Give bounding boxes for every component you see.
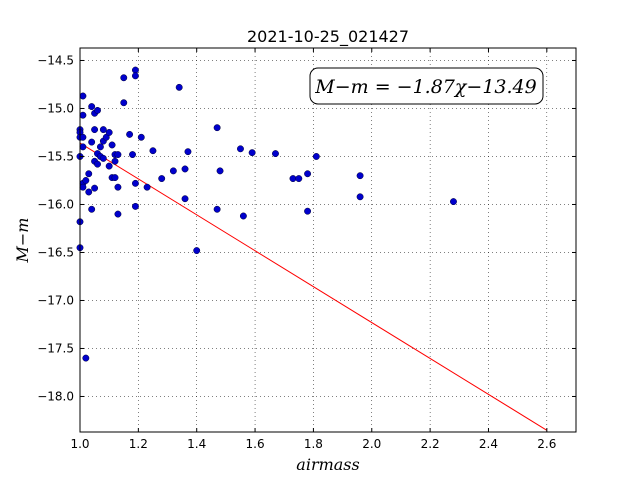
data-point: [181, 195, 189, 203]
data-point: [304, 207, 312, 215]
data-point: [105, 129, 113, 136]
data-point: [94, 160, 101, 168]
data-point: [289, 175, 297, 183]
annotation-text: M−m = −1.87χ−13.49: [314, 76, 536, 98]
data-point: [79, 92, 87, 100]
axis-ticks: 1.0 1.2 1.4 1.6 1.8 2.0 2.2 2.4 2.6 −14.5 −15.0 −15…: [37, 48, 576, 451]
x-tick-label: 2.0: [362, 437, 381, 451]
y-tick-label: −15.0: [37, 101, 74, 115]
data-point: [356, 193, 364, 201]
data-point: [272, 150, 279, 158]
x-tick-label: 1.0: [70, 437, 89, 451]
x-tick-label: 2.4: [479, 437, 498, 451]
data-point: [169, 167, 177, 175]
y-tick-label: −16.0: [37, 197, 74, 211]
x-tick-label: 2.2: [421, 437, 440, 451]
x-tick-label: 1.4: [187, 437, 206, 451]
y-tick-label: −18.0: [37, 389, 74, 403]
data-point: [175, 83, 183, 91]
data-point: [149, 147, 157, 155]
data-point: [216, 167, 224, 175]
data-point: [99, 154, 107, 162]
data-point: [126, 130, 134, 138]
x-tick-label: 1.2: [129, 437, 148, 451]
chart-title: 2021-10-25_021427: [247, 27, 409, 47]
data-point: [79, 183, 87, 191]
y-tick-label: −17.5: [37, 341, 74, 355]
data-point: [184, 148, 192, 156]
data-point: [91, 184, 99, 192]
data-point: [85, 188, 93, 196]
data-point: [295, 175, 303, 183]
data-point: [131, 66, 139, 74]
data-point: [193, 247, 201, 255]
data-point: [88, 205, 96, 213]
data-point: [82, 177, 90, 184]
data-point: [111, 174, 119, 182]
data-point: [129, 151, 136, 159]
y-tick-label: −16.5: [37, 245, 74, 259]
x-axis-label: airmass: [296, 455, 359, 474]
x-tick-label: 1.8: [304, 437, 323, 451]
data-point: [137, 133, 145, 141]
data-point: [304, 170, 312, 178]
data-point: [108, 141, 116, 149]
data-point: [213, 205, 221, 213]
data-point: [131, 202, 139, 210]
x-tick-label: 2.6: [537, 437, 556, 451]
data-point: [114, 210, 122, 218]
data-point: [85, 170, 93, 178]
data-point: [79, 111, 87, 119]
data-point: [237, 145, 244, 153]
y-tick-label: −17.0: [37, 293, 74, 307]
data-point: [239, 212, 247, 220]
data-point: [312, 153, 320, 160]
data-point: [120, 74, 128, 82]
data-point: [111, 157, 119, 165]
fit-line: [79, 142, 548, 431]
data-point: [158, 175, 166, 183]
data-point: [82, 354, 90, 362]
data-point: [88, 103, 96, 111]
data-point: [105, 162, 113, 170]
x-tick-label: 1.6: [246, 437, 265, 451]
data-point: [248, 149, 256, 157]
data-point: [79, 143, 87, 151]
data-point: [94, 106, 101, 114]
data-point: [88, 138, 96, 146]
data-point: [143, 183, 151, 191]
data-point: [91, 126, 99, 134]
data-point: [99, 126, 107, 134]
data-point: [120, 99, 128, 107]
grid: [79, 48, 576, 432]
data-point: [213, 124, 221, 132]
data-point: [181, 165, 189, 173]
data-point: [356, 172, 364, 180]
data-point: [114, 183, 122, 191]
y-tick-label: −14.5: [37, 53, 74, 67]
fit-annotation: M−m = −1.87χ−13.49: [309, 67, 544, 105]
plot-frame: [79, 47, 577, 433]
data-point: [450, 198, 457, 206]
y-tick-label: −15.5: [37, 149, 74, 163]
data-point: [114, 151, 122, 159]
data-point: [96, 143, 104, 151]
data-point: [79, 133, 87, 141]
data-points: [76, 66, 457, 362]
annotation-box: [309, 67, 544, 105]
data-point: [131, 179, 139, 187]
y-axis-label: M−m: [13, 218, 32, 264]
data-point: [131, 72, 139, 80]
